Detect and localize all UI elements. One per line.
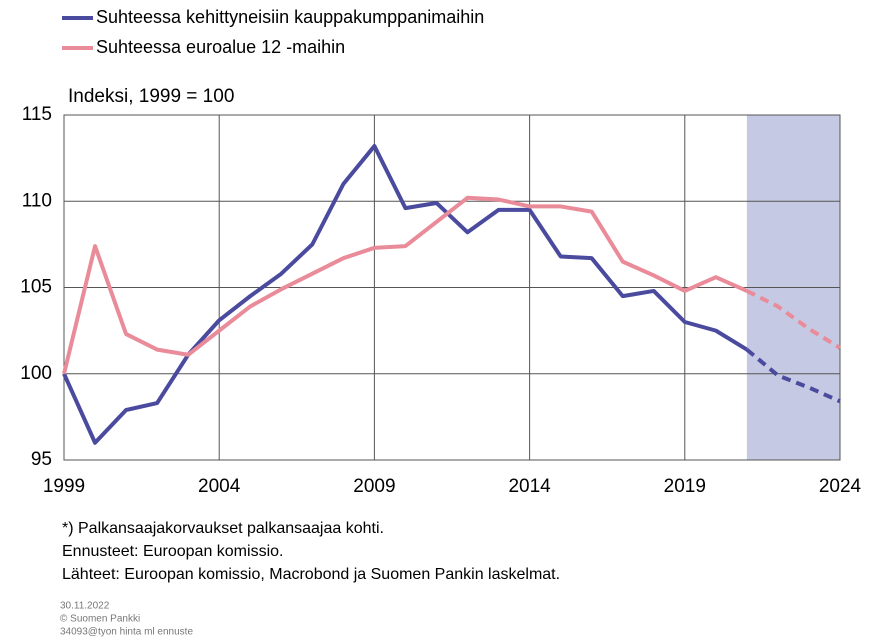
y-tick-label: 110 (22, 190, 52, 211)
series-line (62, 144, 748, 445)
x-tick-label: 2014 (508, 476, 551, 497)
y-tick-label: 115 (22, 104, 52, 125)
legend-label: Suhteessa euroalue 12 -maihin (96, 37, 345, 57)
y-tick-label: 95 (31, 449, 52, 470)
note: *) Palkansaajakorvaukset palkansaajaa ko… (62, 520, 384, 537)
footer: © Suomen Pankki (60, 614, 140, 625)
forecast-line (745, 289, 842, 350)
note: Ennusteet: Euroopan komissio. (62, 543, 283, 560)
x-tick-label: 2019 (664, 476, 706, 497)
legend-label: Suhteessa kehittyneisiin kauppakumppanim… (96, 7, 484, 27)
note: Lähteet: Euroopan komissio, Macrobond ja… (62, 566, 560, 583)
y-axis-label: Indeksi, 1999 = 100 (68, 86, 234, 107)
plot-frame (63, 114, 841, 461)
footer: 34093@tyon hinta ml ennuste (60, 627, 193, 638)
y-tick-label: 105 (20, 277, 52, 298)
series-line (62, 195, 748, 375)
footer: 30.11.2022 (60, 601, 110, 612)
forecast-line (745, 348, 841, 404)
x-tick-label: 2024 (819, 476, 862, 497)
x-tick-label: 1999 (43, 476, 85, 497)
x-tick-label: 2004 (198, 476, 241, 497)
x-tick-label: 2009 (353, 476, 395, 497)
y-tick-label: 100 (20, 363, 52, 384)
